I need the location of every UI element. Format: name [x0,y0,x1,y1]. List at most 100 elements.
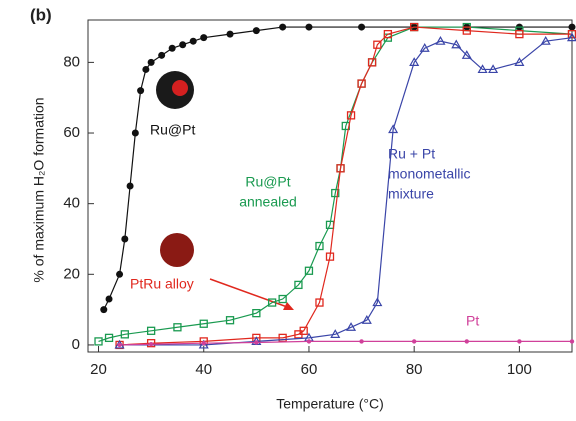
marker [566,32,576,42]
marker [126,182,134,190]
marker [540,35,551,45]
marker [226,30,234,38]
alloy-icon [160,233,194,267]
marker [383,29,393,39]
arrow [209,278,291,309]
marker [117,342,122,348]
marker [147,58,155,66]
marker [477,64,488,74]
y-axis-label: % of maximum H₂O formation [31,97,47,282]
marker [331,188,340,198]
marker [168,44,176,52]
marker [306,339,312,344]
marker [252,308,261,318]
x-tick-label: 40 [195,361,212,378]
marker [357,79,366,88]
marker [137,87,145,95]
x-tick-label: 80 [406,361,423,378]
annotation: monometallic [388,166,470,182]
marker [569,339,575,344]
marker [419,43,430,52]
x-tick-label: 20 [90,361,107,378]
marker [462,26,471,35]
marker [116,270,124,278]
series-line [119,340,572,346]
marker [198,339,209,349]
marker [201,340,206,346]
marker [305,23,313,31]
marker [373,40,382,49]
marker [330,329,341,338]
marker [517,339,522,344]
marker [488,64,499,74]
x-tick-label: 100 [507,361,532,378]
y-tick-label: 20 [63,265,80,282]
marker [105,295,113,303]
marker [278,294,287,304]
annotation: Ru + Pt [388,146,435,162]
marker [158,51,166,59]
marker [325,252,335,261]
marker [568,23,576,31]
marker [148,342,154,347]
marker [225,316,235,325]
marker [252,27,260,35]
marker [411,339,417,344]
marker [451,39,462,49]
marker [294,280,303,290]
marker [435,35,446,45]
marker [173,323,182,332]
marker [100,306,108,314]
annotation: Ru@Pt [245,174,290,190]
y-tick-label: 40 [63,195,80,212]
marker [299,326,308,335]
marker [514,57,525,66]
y-tick-label: 60 [63,124,80,141]
marker [367,58,377,67]
marker [461,50,472,59]
particle-core [172,80,188,96]
marker [315,298,324,307]
marker [515,29,524,39]
x-axis-label: Temperature (°C) [276,396,384,412]
marker [304,266,314,275]
marker [346,111,356,120]
marker [104,333,114,343]
series-line [98,26,573,342]
marker [372,297,383,307]
marker [409,57,420,66]
marker [279,23,287,31]
marker [267,298,277,307]
marker [315,241,324,251]
marker [359,339,364,344]
marker [336,164,345,173]
annotation: PtRu alloy [130,276,194,292]
marker [121,235,129,243]
series-line [119,37,573,346]
marker [94,337,103,346]
x-tick-label: 60 [301,361,318,378]
marker [361,315,372,324]
plot-frame [87,19,573,353]
arrow-head [283,302,294,310]
panel-label: (b) [30,5,52,24]
y-tick-label: 80 [63,53,80,70]
marker [179,41,187,49]
marker [410,22,419,32]
marker [358,23,366,31]
annotation: mixture [388,186,434,202]
marker [146,326,156,335]
y-tick-label: 0 [72,336,80,353]
marker [142,65,150,73]
marker [199,319,208,328]
annotation: Ru@Pt [150,122,195,138]
marker [388,124,399,134]
marker [200,34,208,42]
marker [464,339,469,344]
annotation: annealed [239,194,297,210]
marker [254,340,259,345]
marker [146,339,156,348]
marker [189,37,197,45]
